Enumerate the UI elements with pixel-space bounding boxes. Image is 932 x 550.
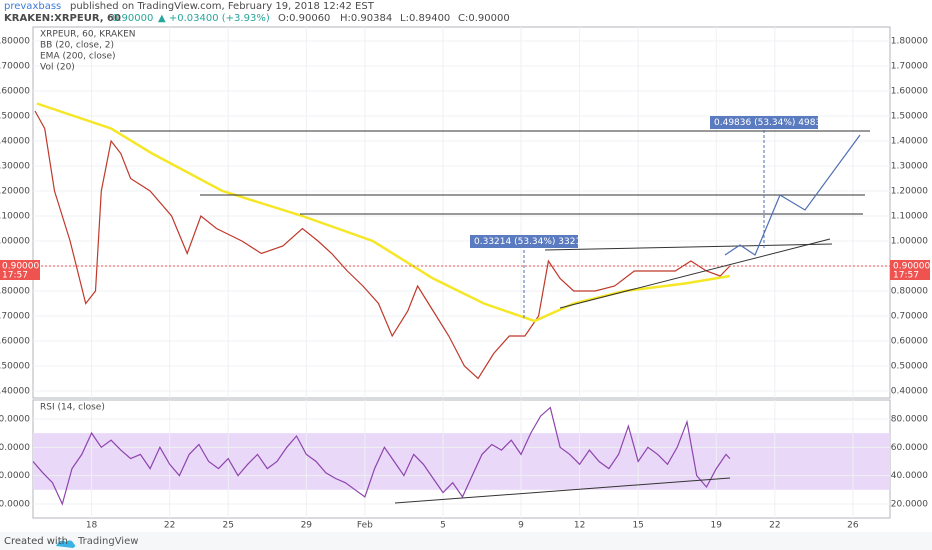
y-tick-label: 1.70000 bbox=[891, 62, 928, 72]
y-tick-label: 1.10000 bbox=[891, 212, 928, 222]
y-tick-label: 1.80000 bbox=[0, 37, 30, 47]
x-tick-label: 26 bbox=[847, 521, 859, 531]
y-tick-label: 1.60000 bbox=[891, 87, 928, 97]
y-tick-label: 1.10000 bbox=[0, 212, 30, 222]
y-tick-label: 80.0000 bbox=[891, 414, 928, 424]
y-tick-label: 60.0000 bbox=[891, 443, 928, 453]
y-tick-label: 0.70000 bbox=[891, 312, 928, 322]
x-tick-label: 15 bbox=[632, 521, 643, 531]
x-tick-label: 9 bbox=[518, 521, 524, 531]
trend-line bbox=[544, 243, 833, 251]
legend-entry: BB (20, close, 2) bbox=[40, 41, 114, 51]
y-tick-label: 0.50000 bbox=[0, 362, 30, 372]
logo bbox=[56, 540, 76, 548]
x-tick-label: 22 bbox=[769, 521, 780, 531]
projection-path bbox=[724, 134, 861, 256]
trend-line bbox=[559, 238, 831, 309]
brand[interactable]: TradingView bbox=[77, 536, 138, 547]
series-line bbox=[32, 406, 731, 506]
open: O:0.90060 bbox=[278, 13, 330, 24]
y-tick-label: 60.0000 bbox=[0, 443, 30, 453]
x-tick-label: 18 bbox=[86, 521, 98, 531]
y-tick-label: 1.00000 bbox=[891, 237, 928, 247]
x-tick-label: Feb bbox=[357, 521, 373, 531]
rsi-trend-line bbox=[394, 477, 731, 504]
high: H:0.90384 bbox=[340, 13, 392, 24]
series-line bbox=[34, 110, 731, 380]
y-tick-label: 40.0000 bbox=[0, 471, 30, 481]
y-tick-label: 20.0000 bbox=[0, 499, 30, 509]
created: Created with bbox=[4, 536, 68, 547]
footer: Created with TradingView bbox=[0, 532, 932, 550]
series-line bbox=[36, 102, 731, 323]
y-tick-label: 0.60000 bbox=[891, 337, 928, 347]
y-tick-label: 1.20000 bbox=[0, 187, 30, 197]
y-tick-label: 0.80000 bbox=[0, 287, 30, 297]
last-price-label: 0.90000 bbox=[2, 262, 39, 272]
y-tick-label: 1.40000 bbox=[891, 137, 928, 147]
y-tick-label: 1.30000 bbox=[891, 162, 928, 172]
y-tick-label: 20.0000 bbox=[891, 499, 928, 509]
symbol: KRAKEN:XRPEUR, 60 bbox=[4, 13, 121, 24]
y-tick-label: 80.0000 bbox=[0, 414, 30, 424]
legend-entry: XRPEUR, 60, KRAKEN bbox=[40, 30, 136, 40]
legend-entry: RSI (14, close) bbox=[40, 403, 105, 413]
y-tick-label: 1.60000 bbox=[0, 87, 30, 97]
last-time-label: 17:57 bbox=[893, 271, 919, 281]
x-tick-label: 29 bbox=[301, 521, 313, 531]
legend-entry: Vol (20) bbox=[40, 63, 75, 73]
y-tick-label: 1.00000 bbox=[0, 237, 30, 247]
price-pane bbox=[32, 26, 891, 399]
y-tick-label: 0.50000 bbox=[891, 362, 928, 372]
annotation: 0.33214 (53.34%) 33214 bbox=[474, 237, 587, 247]
x-tick-label: 22 bbox=[164, 521, 175, 531]
rsi-band bbox=[33, 433, 890, 490]
low: L:0.89400 bbox=[400, 13, 450, 24]
quote: 0.90000 bbox=[112, 13, 153, 24]
annotation-box bbox=[710, 116, 818, 129]
last-time-label: 17:57 bbox=[2, 271, 28, 281]
y-tick-label: 1.50000 bbox=[0, 112, 30, 122]
drawings bbox=[120, 116, 870, 504]
close: C:0.90000 bbox=[458, 13, 510, 24]
x-tick-label: 19 bbox=[711, 521, 723, 531]
y-tick-label: 0.40000 bbox=[0, 387, 30, 397]
last-price-box bbox=[890, 260, 930, 280]
y-tick-label: 0.40000 bbox=[891, 387, 928, 397]
x-tick-label: 5 bbox=[440, 521, 446, 531]
footer-bar bbox=[0, 532, 932, 550]
annotation: 0.49836 (53.34%) 49836 bbox=[714, 118, 827, 128]
y-tick-label: 0.60000 bbox=[0, 337, 30, 347]
published: published on TradingView.com, February 1… bbox=[70, 1, 375, 12]
y-tick-label: 40.0000 bbox=[891, 471, 928, 481]
last-price-box bbox=[0, 260, 40, 280]
y-tick-label: 1.50000 bbox=[891, 112, 928, 122]
y-tick-label: 1.40000 bbox=[0, 137, 30, 147]
y-tick-label: 1.80000 bbox=[891, 37, 928, 47]
y-tick-label: 1.70000 bbox=[0, 62, 30, 72]
annotation-box bbox=[470, 235, 578, 248]
author[interactable]: prevaxbass bbox=[4, 1, 61, 12]
y-tick-label: 0.80000 bbox=[891, 287, 928, 297]
x-tick-label: 12 bbox=[574, 521, 585, 531]
y-tick-label: 1.30000 bbox=[0, 162, 30, 172]
change: ▲ +0.03400 (+3.93%) bbox=[158, 13, 270, 24]
x-tick-label: 25 bbox=[222, 521, 233, 531]
y-tick-label: 1.20000 bbox=[891, 187, 928, 197]
y-tick-label: 0.70000 bbox=[0, 312, 30, 322]
last-price-label: 0.90000 bbox=[893, 262, 930, 272]
legend-entry: EMA (200, close) bbox=[40, 52, 116, 62]
